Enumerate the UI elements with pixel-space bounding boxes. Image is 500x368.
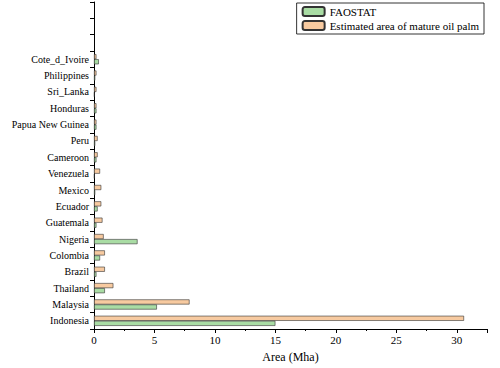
- svg-text:Nigeria: Nigeria: [59, 234, 90, 245]
- svg-text:15: 15: [270, 334, 282, 346]
- svg-text:5: 5: [152, 334, 158, 346]
- svg-text:20: 20: [330, 334, 342, 346]
- svg-text:Cameroon: Cameroon: [47, 152, 89, 163]
- svg-text:Thailand: Thailand: [53, 283, 89, 294]
- svg-text:Philippines: Philippines: [44, 70, 89, 81]
- svg-text:0: 0: [91, 334, 97, 346]
- svg-text:Papua New Guinea: Papua New Guinea: [12, 119, 90, 130]
- svg-text:25: 25: [391, 334, 403, 346]
- svg-text:Cote_d_Ivoire: Cote_d_Ivoire: [31, 54, 89, 65]
- svg-text:Brazil: Brazil: [65, 266, 90, 277]
- svg-text:Honduras: Honduras: [50, 103, 89, 114]
- svg-text:Malaysia: Malaysia: [52, 299, 89, 310]
- svg-text:Guatemala: Guatemala: [46, 217, 90, 228]
- svg-text:Ecuador: Ecuador: [56, 201, 90, 212]
- svg-text:Colombia: Colombia: [50, 250, 90, 261]
- svg-text:10: 10: [209, 334, 221, 346]
- svg-text:FAOSTAT: FAOSTAT: [330, 6, 377, 18]
- svg-text:Venezuela: Venezuela: [48, 168, 90, 179]
- svg-text:Mexico: Mexico: [58, 185, 89, 196]
- svg-text:Area (Mha): Area (Mha): [262, 350, 318, 364]
- svg-text:Peru: Peru: [71, 135, 89, 146]
- svg-text:Estimated area of mature oil p: Estimated area of mature oil palm: [330, 20, 480, 32]
- svg-text:Indonesia: Indonesia: [50, 315, 89, 326]
- svg-text:Sri_Lanka: Sri_Lanka: [47, 86, 89, 97]
- svg-text:30: 30: [451, 334, 463, 346]
